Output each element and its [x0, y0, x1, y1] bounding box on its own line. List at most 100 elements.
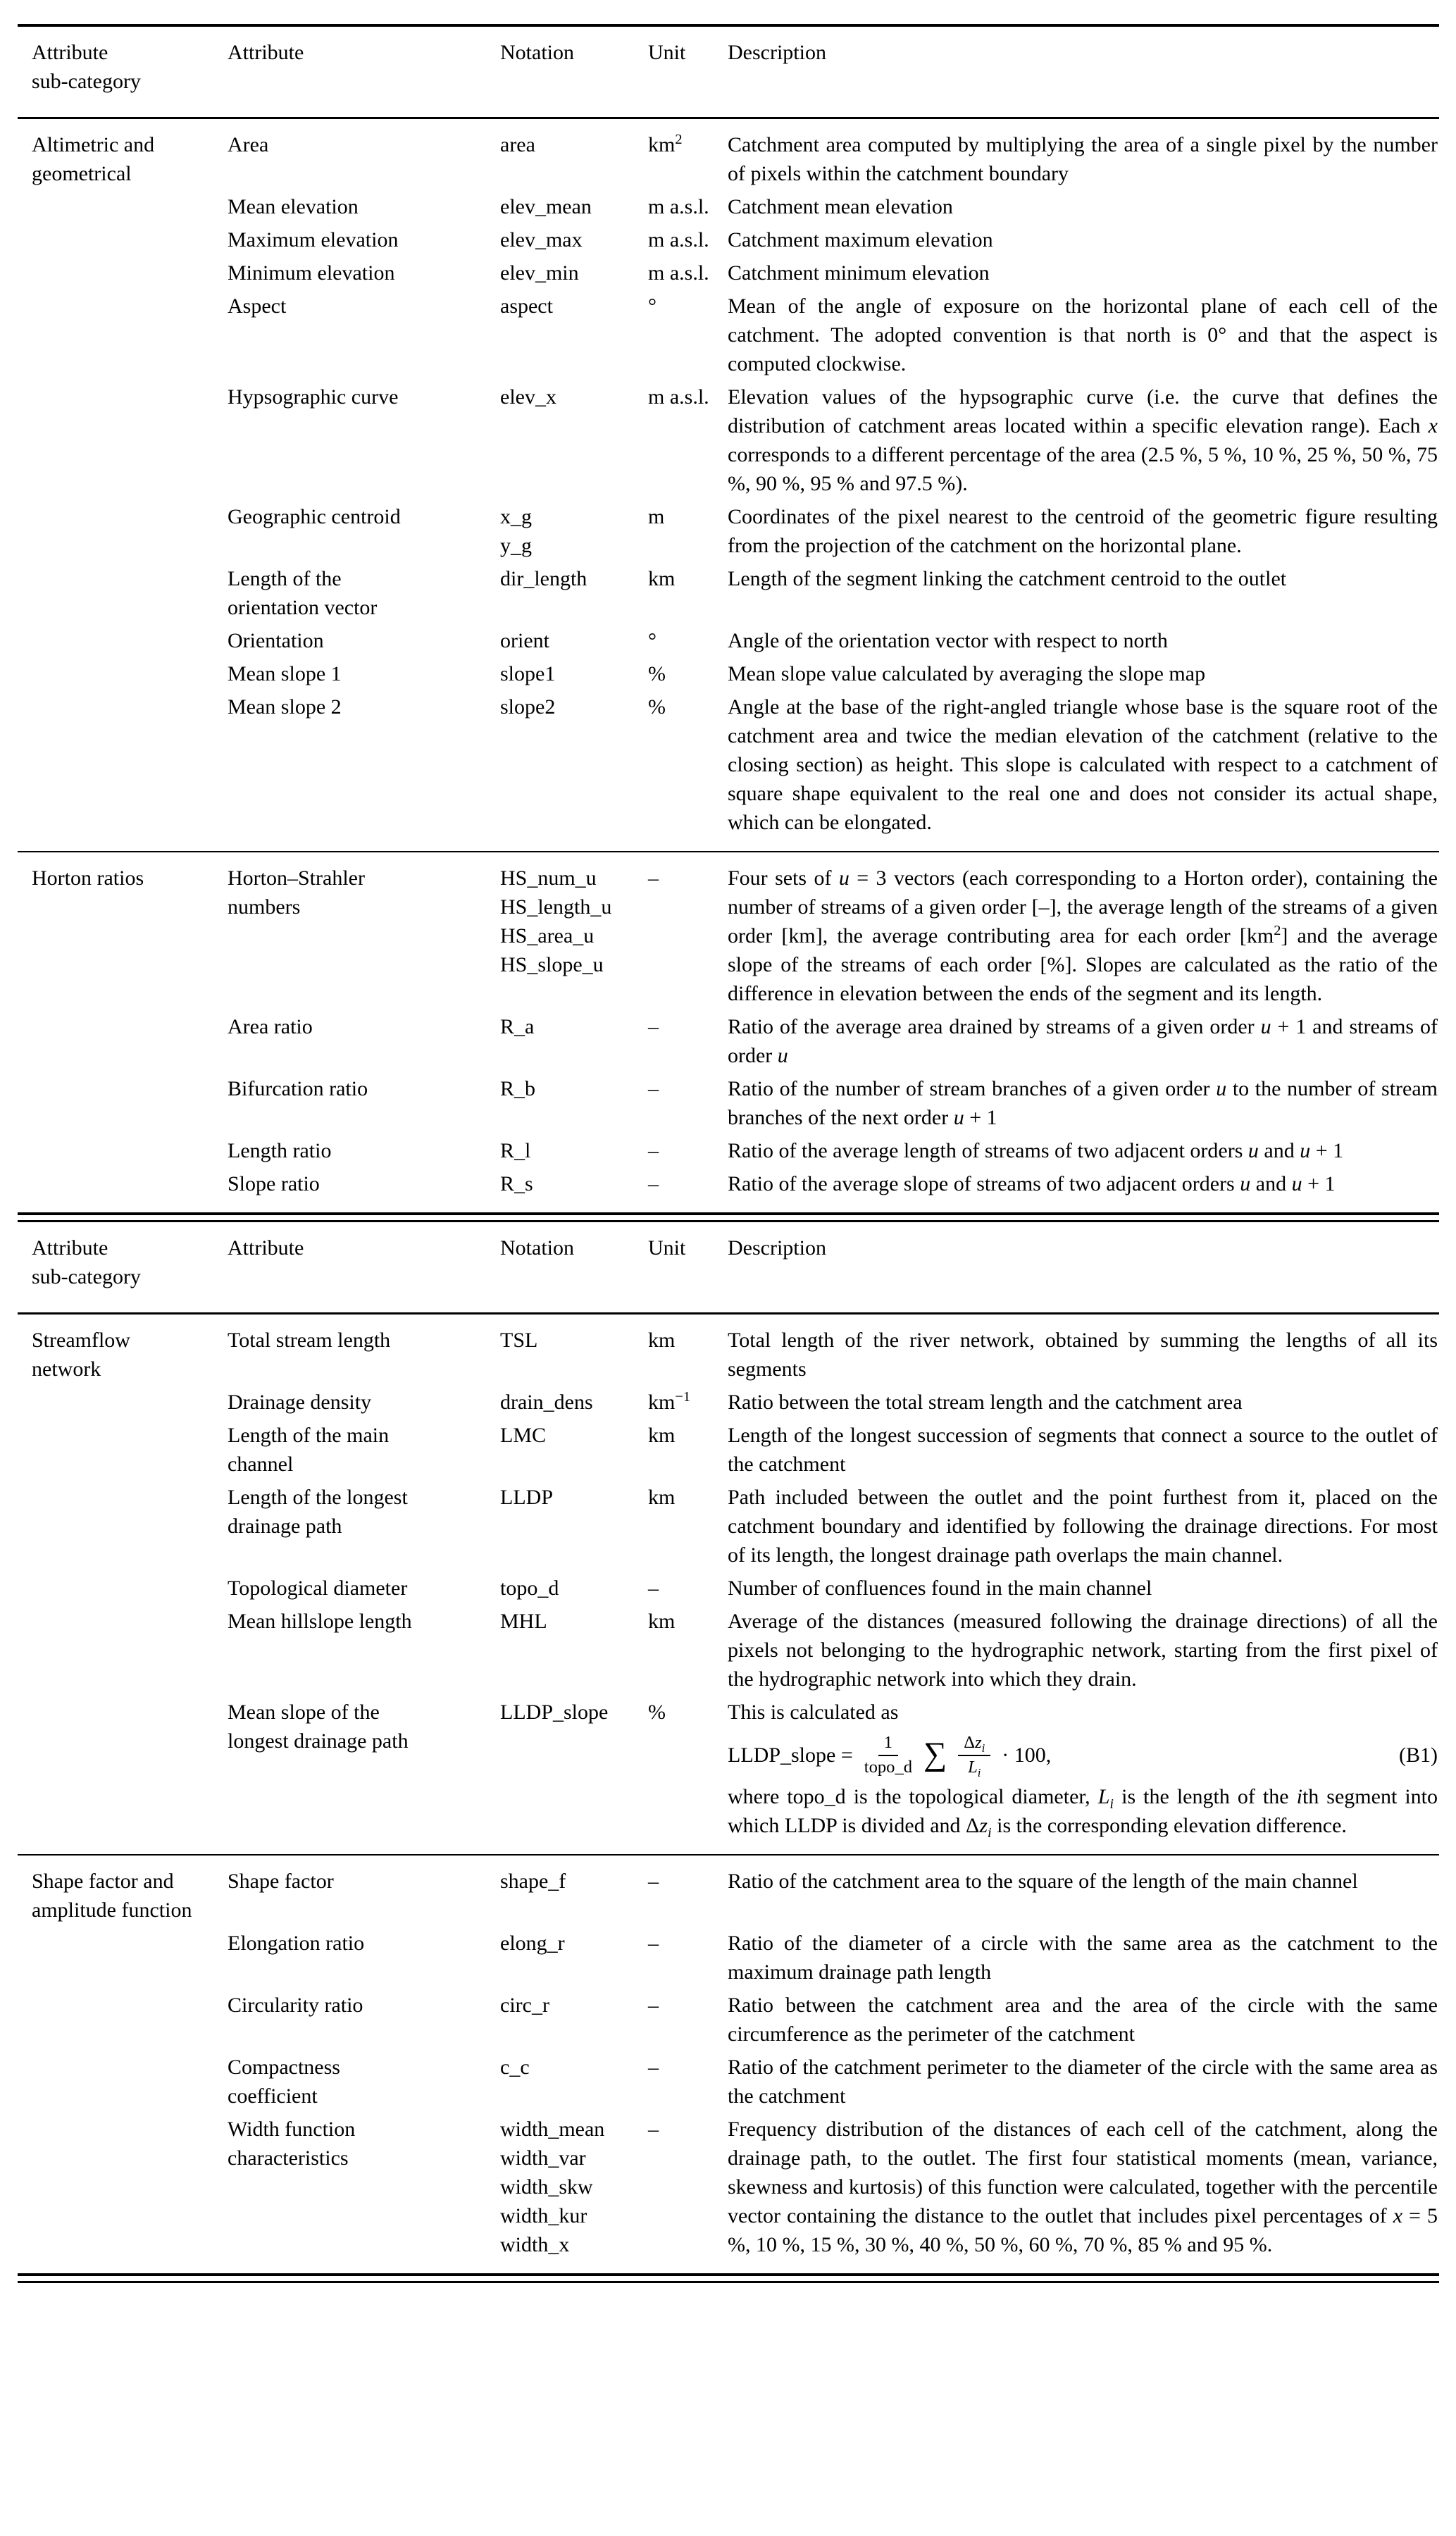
notation-cell: x_g y_g [500, 505, 532, 557]
table-row-minimum-elevation: Minimum elevation elev_min m a.s.l. Catc… [18, 259, 1439, 292]
subcategory-cell [18, 1991, 228, 2053]
notation-cell: elev_mean [500, 195, 592, 218]
header-attribute: Attribute [228, 1222, 500, 1314]
table-row-orientation-vector-length: Length of the orientation vector dir_len… [18, 564, 1439, 626]
notation-cell: R_s [500, 1172, 533, 1195]
table-row-length-main-channel: Length of the main channel LMC km Length… [18, 1421, 1439, 1483]
unit-cell: % [648, 662, 666, 685]
attribute-cell: Mean slope 1 [228, 662, 342, 685]
attribute-cell: Bifurcation ratio [228, 1077, 368, 1100]
attribute-cell: Aspect [228, 294, 287, 318]
description-cell: Four sets of u = 3 vectors (each corresp… [728, 851, 1439, 1012]
description-cell: Ratio of the catchment perimeter to the … [728, 2056, 1438, 2108]
attribute-cell: Shape factor [228, 1854, 500, 1929]
table-row-area-ratio: Area ratio R_a – Ratio of the average ar… [18, 1012, 1439, 1074]
table1-header-row: Attribute sub-category Attribute Notatio… [18, 27, 1439, 119]
equation-number: (B1) [1399, 1744, 1438, 1767]
unit-cell: – [648, 1932, 659, 1956]
unit-cell: ° [648, 629, 657, 652]
table-row-topological-diameter: Topological diameter topo_d – Number of … [18, 1574, 1439, 1607]
equation-fraction-2: Δzi Li [958, 1732, 991, 1779]
subcategory-cell [18, 1169, 228, 1212]
table-row-horton-strahler-numbers: Horton ratios Horton–Strahler numbers HS… [18, 851, 1439, 1012]
table-row-slope-ratio: Slope ratio R_s – Ratio of the average s… [18, 1169, 1439, 1212]
unit-cell: – [648, 1015, 659, 1038]
unit-cell: m a.s.l. [648, 195, 709, 218]
unit-cell: ° [648, 294, 657, 318]
subcategory-cell: Horton ratios [18, 851, 228, 1012]
subcategory-cell [18, 2115, 228, 2273]
subcategory-cell [18, 502, 228, 564]
attribute-cell: Width function characteristics [228, 2118, 356, 2170]
table2-header-row: Attribute sub-category Attribute Notatio… [18, 1222, 1439, 1314]
attribute-cell: Drainage density [228, 1391, 372, 1414]
description-cell: Catchment mean elevation [728, 195, 953, 218]
notation-cell: slope1 [500, 662, 556, 685]
header-description: Description [728, 1222, 1439, 1314]
header-unit: Unit [648, 1222, 728, 1314]
notation-cell: circ_r [500, 1994, 549, 2018]
subcategory-cell [18, 1698, 228, 1855]
notation-cell: elev_x [500, 385, 556, 409]
fraction-numerator: 1 [878, 1732, 899, 1756]
description-cell: Ratio between the total stream length an… [728, 1391, 1243, 1414]
description-cell: Ratio of the catchment area to the squar… [728, 1854, 1439, 1929]
description-cell: Angle of the orientation vector with res… [728, 629, 1168, 652]
fraction-denominator: Li [968, 1757, 981, 1779]
description-cell: Path included between the outlet and the… [728, 1486, 1438, 1567]
attribute-cell: Mean slope 2 [228, 695, 342, 719]
attribute-cell: Length of the orientation vector [228, 567, 378, 619]
equation-where-clause: where topo_d is the topological diameter… [728, 1785, 1438, 1841]
description-cell: This is calculated as LLDP_slope = 1 top… [728, 1698, 1439, 1855]
subcategory-cell [18, 259, 228, 292]
attribute-cell: Topological diameter [228, 1577, 408, 1600]
description-cell: Ratio of the average slope of streams of… [728, 1172, 1336, 1195]
subcategory-cell [18, 1574, 228, 1607]
description-cell: Mean slope value calculated by averaging… [728, 662, 1206, 685]
table-row-geographic-centroid: Geographic centroid x_g y_g m Coordinate… [18, 502, 1439, 564]
attribute-cell: Mean elevation [228, 195, 359, 218]
notation-cell: drain_dens [500, 1391, 593, 1414]
notation-cell: HS_num_u HS_length_u HS_area_u HS_slope_… [500, 851, 648, 1012]
notation-cell: LMC [500, 1424, 547, 1447]
attributes-table-2: Attribute sub-category Attribute Notatio… [18, 1222, 1439, 2273]
unit-cell: – [648, 2056, 659, 2080]
attribute-cell: Orientation [228, 629, 324, 652]
notation-cell: topo_d [500, 1577, 559, 1600]
notation-cell: orient [500, 629, 549, 652]
description-cell: Ratio of the average length of streams o… [728, 1139, 1344, 1162]
unit-cell: m a.s.l. [648, 261, 709, 285]
description-cell: Ratio of the average area drained by str… [728, 1015, 1438, 1067]
subcategory-cell: Streamflow network [32, 1329, 130, 1381]
notation-cell: R_l [500, 1139, 531, 1162]
description-cell: Catchment minimum elevation [728, 261, 990, 285]
attribute-cell: Minimum elevation [228, 261, 395, 285]
table-row-width-function-characteristics: Width function characteristics width_mea… [18, 2115, 1439, 2273]
subcategory-cell [18, 1012, 228, 1074]
description-cell: Frequency distribution of the distances … [728, 2118, 1438, 2257]
unit-cell: km [648, 1424, 676, 1447]
attribute-cell: Total stream length [228, 1329, 391, 1352]
unit-cell: % [648, 1701, 666, 1724]
subcategory-cell [18, 1388, 228, 1421]
unit-cell: km2 [648, 132, 683, 156]
unit-cell: km−1 [648, 1389, 691, 1414]
table-row-circularity-ratio: Circularity ratio circ_r – Ratio between… [18, 1991, 1439, 2053]
attribute-cell: Geographic centroid [228, 505, 401, 528]
subcategory-cell [18, 383, 228, 502]
subcategory-cell [18, 659, 228, 692]
table-row-mean-slope-2: Mean slope 2 slope2 % Angle at the base … [18, 692, 1439, 852]
unit-cell: m a.s.l. [648, 385, 709, 409]
equation-tail: · 100, [1002, 1744, 1052, 1767]
header-subcategory: Attribute sub-category [18, 1222, 228, 1314]
table-row-area: Altimetric and geometrical Area area km2… [18, 118, 1439, 193]
subcategory-cell [18, 1421, 228, 1483]
description-cell: Mean of the angle of exposure on the hor… [728, 294, 1438, 375]
header-attribute: Attribute [228, 27, 500, 119]
description-cell: Length of the segment linking the catchm… [728, 567, 1287, 590]
unit-cell: km [648, 1486, 676, 1509]
subcategory-cell [18, 1929, 228, 1991]
attribute-cell: Circularity ratio [228, 1994, 363, 2018]
attribute-cell: Slope ratio [228, 1172, 320, 1195]
